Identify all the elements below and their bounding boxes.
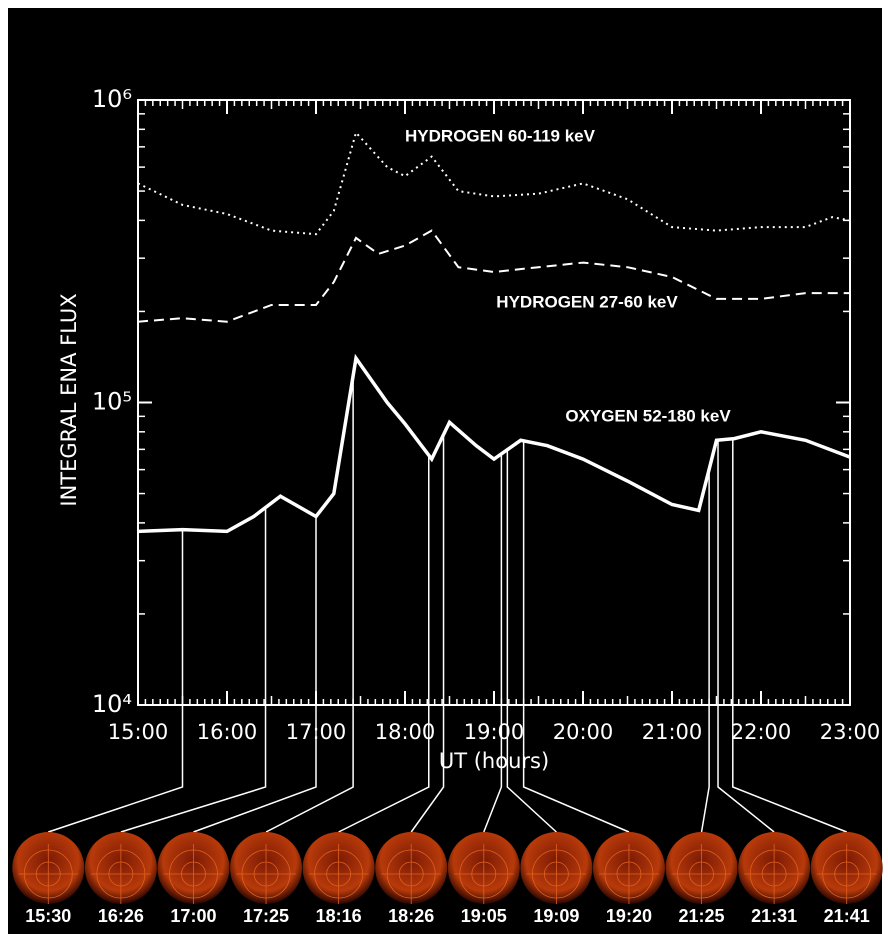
x-tick-label: 19:00 [464, 720, 525, 744]
y-tick-label: 10⁶ [92, 85, 132, 113]
image-time-label: 21:25 [679, 906, 725, 926]
image-time-label: 17:00 [170, 906, 216, 926]
y-axis-label: INTEGRAL ENA FLUX [57, 293, 81, 506]
x-tick-label: 23:00 [820, 720, 881, 744]
image-time-label: 18:16 [316, 906, 362, 926]
image-time-label: 17:25 [243, 906, 289, 926]
y-tick-label: 10⁵ [92, 388, 132, 416]
series-label: OXYGEN 52-180 keV [565, 406, 731, 425]
x-tick-label: 21:00 [642, 720, 703, 744]
image-time-label: 19:09 [533, 906, 579, 926]
y-tick-label: 10⁴ [92, 690, 132, 718]
x-axis-label: UT (hours) [439, 749, 549, 773]
image-time-label: 16:26 [98, 906, 144, 926]
series-label: HYDROGEN 60-119 keV [405, 126, 596, 145]
image-time-label: 19:05 [461, 906, 507, 926]
image-time-label: 19:20 [606, 906, 652, 926]
x-tick-label: 20:00 [553, 720, 614, 744]
x-tick-label: 18:00 [375, 720, 436, 744]
series-label: HYDROGEN 27-60 keV [496, 292, 678, 311]
x-tick-label: 22:00 [731, 720, 792, 744]
image-time-label: 15:30 [25, 906, 71, 926]
image-time-label: 21:31 [751, 906, 797, 926]
chart: INTEGRAL ENA FLUX UT (hours) 15:00 16:00 1… [0, 0, 888, 934]
x-tick-label: 15:00 [108, 720, 169, 744]
image-time-label: 18:26 [388, 906, 434, 926]
image-time-label: 21:41 [824, 906, 870, 926]
x-tick-label: 16:00 [197, 720, 258, 744]
